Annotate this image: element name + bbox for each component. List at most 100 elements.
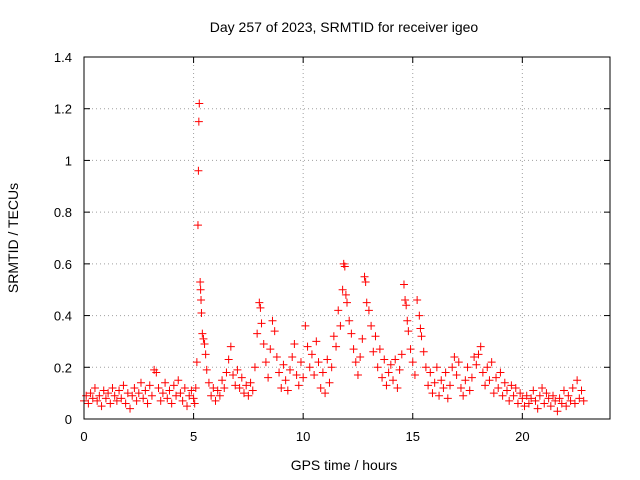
data-point — [516, 389, 525, 398]
y-tick-label: 1 — [65, 153, 72, 168]
data-point — [275, 368, 284, 377]
data-point — [577, 386, 586, 395]
data-point — [202, 365, 211, 374]
y-axis-label: SRMTID / TECUs — [5, 183, 21, 293]
data-point — [500, 378, 509, 387]
data-point — [299, 373, 308, 382]
data-point — [215, 391, 224, 400]
data-point — [204, 378, 213, 387]
data-point — [487, 358, 496, 367]
data-point — [579, 396, 588, 405]
data-point — [172, 391, 181, 400]
data-point — [384, 368, 393, 377]
data-point — [535, 391, 544, 400]
data-point — [145, 381, 154, 390]
data-point — [353, 371, 362, 380]
data-point — [147, 391, 156, 400]
data-point — [520, 402, 529, 411]
data-point — [492, 373, 501, 382]
data-point — [476, 342, 485, 351]
data-point — [222, 368, 231, 377]
y-tick-label: 0.4 — [54, 309, 72, 324]
data-point — [555, 394, 564, 403]
data-point — [375, 345, 384, 354]
data-point — [167, 399, 176, 408]
data-point — [307, 350, 316, 359]
data-point — [314, 358, 323, 367]
data-point — [498, 391, 507, 400]
data-point — [104, 389, 113, 398]
data-point — [478, 368, 487, 377]
data-point — [95, 391, 104, 400]
data-point — [211, 396, 220, 405]
data-point — [226, 342, 235, 351]
data-point — [231, 381, 240, 390]
data-point — [391, 355, 400, 364]
data-point — [117, 394, 126, 403]
x-axis-label: GPS time / hours — [291, 457, 398, 473]
data-point — [413, 296, 422, 305]
data-point — [340, 262, 349, 271]
data-point — [568, 383, 577, 392]
data-point — [239, 389, 248, 398]
data-point — [496, 368, 505, 377]
data-point — [143, 399, 152, 408]
data-point — [361, 277, 370, 286]
data-point — [470, 352, 479, 361]
data-point — [191, 383, 200, 392]
data-point — [139, 394, 148, 403]
data-point — [527, 394, 536, 403]
data-point — [193, 221, 202, 230]
data-point — [570, 399, 579, 408]
data-point — [494, 383, 503, 392]
data-point — [502, 386, 511, 395]
data-point — [112, 396, 121, 405]
data-point — [432, 363, 441, 372]
data-point — [403, 316, 412, 325]
data-point — [196, 277, 205, 286]
data-point — [132, 396, 141, 405]
data-point — [483, 363, 492, 372]
data-point — [456, 383, 465, 392]
data-point — [564, 391, 573, 400]
data-point — [199, 334, 208, 343]
data-point — [437, 376, 446, 385]
data-point — [562, 402, 571, 411]
x-tick-label: 5 — [190, 429, 197, 444]
data-point — [303, 342, 312, 351]
data-point — [347, 329, 356, 338]
data-point — [321, 389, 330, 398]
data-point — [489, 389, 498, 398]
x-tick-label: 15 — [406, 429, 420, 444]
data-point — [443, 394, 452, 403]
data-point — [233, 365, 242, 374]
data-point — [575, 394, 584, 403]
data-point — [281, 376, 290, 385]
data-point — [371, 332, 380, 341]
data-point — [446, 381, 455, 390]
data-point — [410, 371, 419, 380]
data-point — [158, 389, 167, 398]
data-point — [121, 399, 130, 408]
data-point — [416, 324, 425, 333]
data-point — [119, 381, 128, 390]
data-point — [220, 383, 229, 392]
x-tick-label: 10 — [296, 429, 310, 444]
data-point — [235, 383, 244, 392]
data-point — [229, 371, 238, 380]
data-point — [511, 383, 520, 392]
data-point — [404, 327, 413, 336]
data-point — [566, 396, 575, 405]
data-point — [201, 350, 210, 359]
data-point — [343, 298, 351, 307]
x-tick-label: 20 — [515, 429, 529, 444]
data-point — [190, 399, 199, 408]
data-point — [185, 391, 194, 400]
data-point — [382, 381, 391, 390]
data-point — [288, 352, 297, 361]
data-point — [261, 358, 270, 367]
data-point — [435, 391, 444, 400]
axis-ticks: 0 5 10 15 20 0 0.2 0.4 0.6 0.8 1 1.2 1.4 — [54, 50, 610, 444]
data-point — [156, 396, 165, 405]
data-point — [325, 378, 334, 387]
